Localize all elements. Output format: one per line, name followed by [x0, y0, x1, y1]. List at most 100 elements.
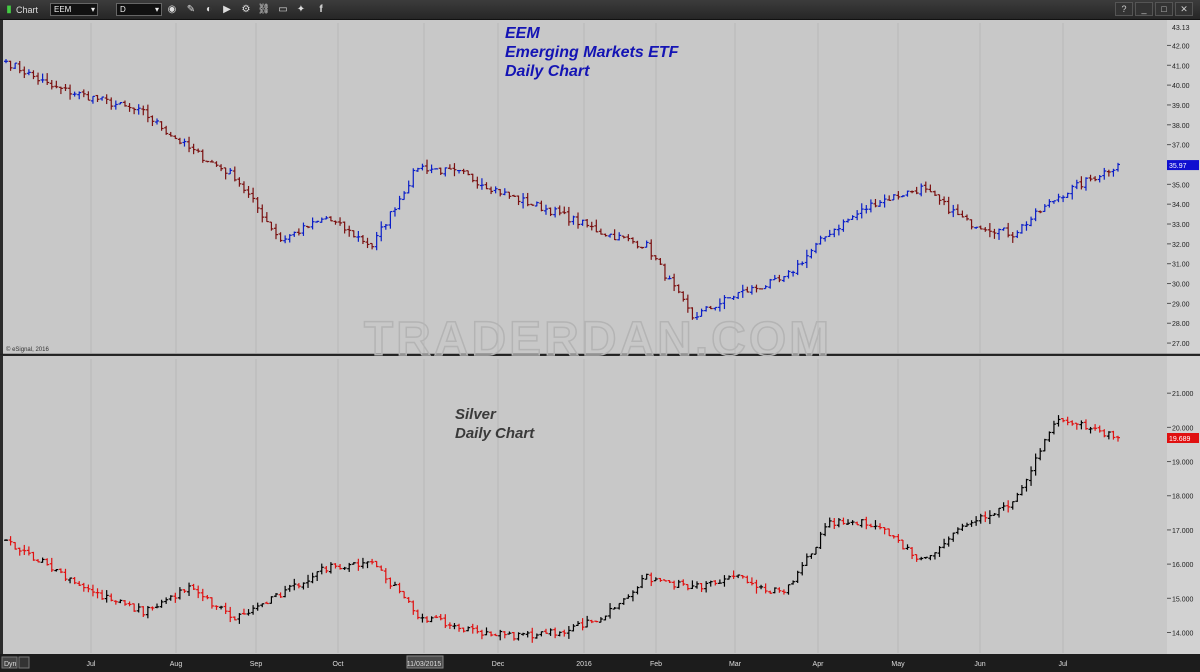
eem-price-bar	[1033, 208, 1038, 222]
settings-icon[interactable]: ⚙	[241, 4, 251, 15]
silver-price-bar	[1001, 502, 1006, 511]
silver-price-bar	[420, 613, 425, 623]
eem-price-bar	[287, 234, 292, 243]
silver-price-bar	[836, 518, 841, 528]
refresh-icon[interactable]: ◉	[167, 4, 177, 15]
eem-price-bar	[543, 204, 548, 215]
draw-icon[interactable]: ✎	[186, 4, 196, 15]
chart-icon: ▮	[6, 4, 12, 15]
eem-price-bar	[653, 255, 658, 261]
silver-price-bar	[1010, 501, 1015, 510]
silver-price-bar	[132, 603, 137, 612]
silver-price-bar	[81, 582, 86, 592]
eem-y-tick-label: 29.00	[1172, 301, 1190, 308]
maximize-icon[interactable]: □	[1155, 2, 1173, 16]
silver-price-bar	[964, 522, 969, 527]
eem-last-value: 35.97	[1169, 163, 1187, 170]
eem-y-tick-label: 27.00	[1172, 341, 1190, 348]
silver-price-bar	[1056, 415, 1061, 427]
silver-price-bar	[443, 614, 448, 629]
silver-price-bar	[873, 520, 878, 530]
silver-price-bar	[855, 521, 860, 526]
facebook-icon[interactable]: f	[319, 4, 323, 15]
eem-price-bar	[388, 210, 393, 229]
silver-price-bar	[1024, 478, 1029, 492]
silver-price-bar	[781, 589, 786, 595]
silver-price-bar	[992, 513, 997, 516]
eem-price-bar	[141, 105, 146, 116]
eem-price-bar	[49, 79, 54, 90]
eem-price-bar	[781, 276, 786, 283]
minimize-icon[interactable]: _	[1135, 2, 1153, 16]
silver-price-bar	[168, 595, 173, 601]
annotate-icon[interactable]: ◐	[205, 4, 213, 15]
eem-plot-area	[3, 20, 1167, 354]
eem-price-bar	[283, 235, 288, 244]
silver-price-bar	[960, 523, 965, 531]
eem-price-bar	[562, 206, 567, 215]
eem-price-bar	[882, 194, 887, 208]
close-icon[interactable]: ✕	[1175, 2, 1193, 16]
eem-price-bar	[681, 291, 686, 302]
eem-price-bar	[301, 222, 306, 236]
silver-price-bar	[77, 581, 82, 586]
eem-price-bar	[191, 143, 196, 155]
silver-price-bar	[942, 538, 947, 549]
help-icon[interactable]: ?	[1115, 2, 1133, 16]
eem-price-bar	[90, 95, 95, 104]
silver-price-bar	[1015, 492, 1020, 502]
scroll-button[interactable]	[18, 656, 30, 669]
silver-price-bar	[466, 626, 471, 632]
eem-price-bar	[68, 84, 73, 100]
eem-price-bar	[612, 229, 617, 241]
eem-price-bar	[502, 188, 507, 196]
eem-price-bar	[763, 285, 768, 290]
silver-price-bar	[694, 581, 699, 589]
silver-price-bar	[150, 606, 155, 611]
eem-price-bar	[241, 181, 246, 194]
comment-icon[interactable]: ▭	[278, 4, 288, 15]
chart-toolbar: ▮ Chart EEM ▾ D ▾ ◉ ✎ ◐ ▶ ⚙ ⛓ ▭ ✦ f ? _ …	[0, 0, 1200, 20]
eem-price-bar	[951, 204, 956, 218]
eem-price-bar	[937, 194, 942, 205]
silver-price-bar	[100, 589, 105, 600]
eem-price-bar	[365, 237, 370, 249]
silver-price-bar	[324, 566, 329, 574]
link-icon[interactable]: ⛓	[257, 4, 271, 15]
x-tick-label: Jul	[1059, 661, 1068, 668]
silver-price-bar	[402, 590, 407, 599]
silver-price-bar	[228, 606, 233, 623]
silver-price-bar	[923, 556, 928, 559]
interval-select[interactable]: D ▾	[116, 3, 162, 16]
symbol-input[interactable]: EEM ▾	[50, 3, 98, 16]
mode-label: Dyn	[4, 661, 17, 668]
silver-price-bar	[370, 558, 375, 565]
silver-price-bar	[86, 584, 91, 593]
eem-price-bar	[1015, 230, 1020, 239]
eem-price-bar	[360, 234, 365, 244]
twitter-icon[interactable]: ✦	[296, 4, 306, 15]
silver-price-bar	[1006, 500, 1011, 513]
silver-price-bar	[649, 572, 654, 587]
eem-title-line-3: Daily Chart	[505, 63, 590, 80]
silver-price-bar	[26, 546, 31, 556]
play-icon[interactable]: ▶	[223, 4, 231, 15]
eem-price-bar	[338, 217, 343, 226]
eem-price-bar	[553, 206, 558, 218]
silver-price-bar	[868, 523, 873, 528]
silver-price-bar	[832, 518, 837, 530]
x-tick-label: Jul	[87, 661, 96, 668]
silver-price-bar	[182, 589, 187, 593]
mode-button[interactable]	[1, 656, 18, 669]
silver-price-bar	[502, 631, 507, 639]
eem-price-bar	[8, 60, 13, 71]
eem-price-bar	[86, 91, 91, 101]
eem-price-bar	[676, 284, 681, 294]
eem-price-bar	[617, 232, 622, 241]
eem-price-bar	[278, 232, 283, 242]
silver-price-bar	[983, 511, 988, 523]
silver-price-bar	[791, 580, 796, 585]
silver-price-bar	[759, 584, 764, 590]
eem-price-bar	[292, 231, 297, 237]
eem-price-bar	[868, 199, 873, 213]
